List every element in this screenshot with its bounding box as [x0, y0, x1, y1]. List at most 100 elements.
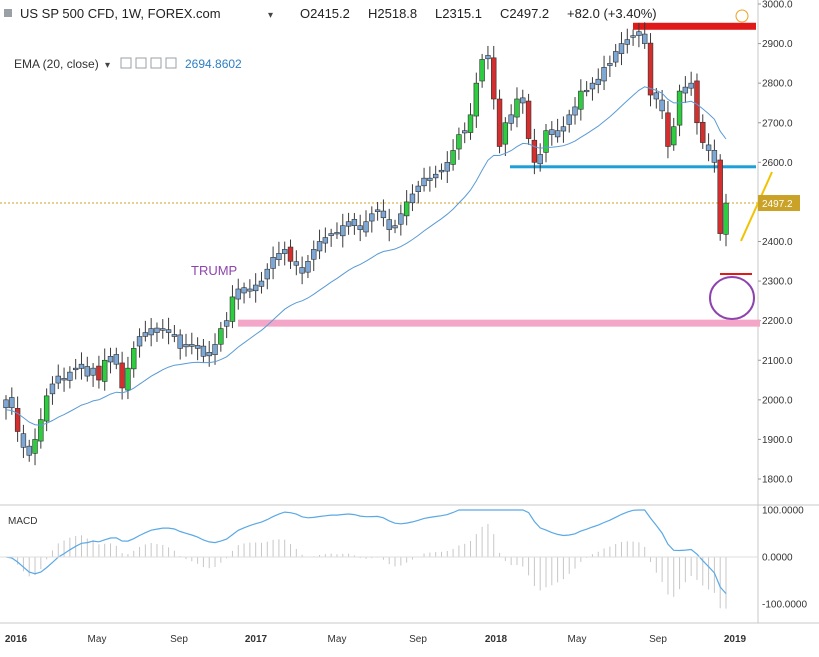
macd-line	[5, 509, 727, 594]
candle-body	[3, 399, 9, 409]
candle-body	[160, 328, 166, 331]
candle-body	[514, 98, 520, 118]
close-icon[interactable]	[165, 57, 177, 69]
candle-body	[531, 139, 538, 163]
candle-body	[142, 332, 149, 337]
candle-body	[688, 82, 694, 89]
source-icon[interactable]	[150, 57, 162, 69]
x-tick-label: 2016	[5, 634, 28, 645]
x-tick-label: Sep	[409, 634, 427, 645]
candle-body	[113, 354, 120, 365]
x-tick-label: 2018	[485, 634, 508, 645]
candle-body	[432, 173, 439, 179]
candle-body	[682, 86, 689, 94]
candle-body	[293, 261, 300, 266]
candle-body	[194, 345, 201, 349]
candle-body	[653, 92, 660, 100]
candle-body	[427, 177, 433, 181]
candle-body	[270, 257, 276, 269]
y-tick-label: 2200.0	[762, 316, 793, 327]
candle-body	[351, 219, 358, 226]
candle-body	[357, 225, 363, 230]
macd-histogram	[11, 523, 727, 609]
ema-value: 2694.8602	[185, 57, 242, 71]
x-tick-label: Sep	[170, 634, 188, 645]
candle-body	[241, 287, 247, 294]
settings-icon[interactable]	[135, 57, 147, 69]
candle-body	[322, 237, 329, 244]
y-tick-label: 2900.0	[762, 39, 793, 50]
candlestick-series	[3, 22, 729, 466]
candle-body	[409, 193, 416, 204]
candle-body	[363, 221, 369, 233]
alert-icon[interactable]	[735, 9, 749, 23]
candle-body	[508, 114, 514, 124]
x-tick-label: May	[328, 634, 347, 645]
candle-body	[717, 159, 723, 234]
chevron-down-icon[interactable]: ▾	[268, 10, 273, 21]
candle-body	[369, 213, 375, 222]
candle-body	[543, 130, 549, 153]
ema-line	[5, 86, 727, 426]
candle-body	[642, 33, 648, 44]
candle-body	[456, 134, 462, 150]
candle-body	[49, 383, 56, 395]
candle-body	[102, 359, 108, 382]
candle-body	[595, 78, 601, 85]
candle-body	[415, 185, 421, 192]
candle-body	[386, 219, 392, 230]
candle-body	[96, 365, 102, 381]
y-tick-label: 2100.0	[762, 356, 793, 367]
candle-body	[67, 371, 73, 381]
candle-body	[206, 352, 212, 357]
candle-body	[72, 367, 79, 371]
candle-body	[119, 362, 125, 389]
candle-body	[43, 395, 50, 422]
symbol-title[interactable]: US SP 500 CFD, 1W, FOREX.com	[20, 6, 221, 21]
candle-body	[38, 419, 44, 442]
eye-icon[interactable]	[120, 57, 132, 69]
candle-body	[9, 397, 15, 409]
ohlc-open: O2415.2	[300, 6, 350, 21]
candle-body	[479, 59, 485, 82]
candle-body	[560, 126, 567, 132]
candle-body	[183, 344, 189, 348]
candle-body	[84, 366, 90, 377]
trend-line-yellow	[740, 171, 773, 242]
candle-body	[20, 433, 27, 448]
candle-body	[700, 121, 706, 143]
collapse-icon[interactable]	[4, 9, 12, 17]
annotation-trump: TRUMP	[191, 263, 237, 278]
x-tick-label: 2017	[245, 634, 268, 645]
candle-body	[554, 130, 561, 138]
candle-body	[676, 90, 683, 126]
candle-body	[223, 320, 230, 327]
candle-body	[665, 112, 671, 147]
candle-body	[334, 232, 340, 235]
candle-body	[421, 177, 427, 187]
candle-body	[578, 90, 584, 110]
y-tick-label: 2000.0	[762, 395, 793, 406]
candle-body	[485, 55, 491, 60]
macd-axis-ticks: 100.0000 0.0000 -100.0000	[762, 506, 807, 611]
candle-body	[154, 327, 160, 333]
candle-body	[55, 375, 61, 384]
candle-body	[61, 378, 67, 381]
candle-body	[247, 288, 253, 292]
candle-body	[392, 225, 398, 229]
chevron-down-icon[interactable]: ▾	[105, 60, 110, 71]
candle-body	[235, 288, 241, 300]
candle-body	[264, 268, 270, 280]
y-tick-label: 3000.0	[762, 0, 793, 11]
candle-body	[601, 67, 607, 82]
x-tick-label: 2019	[724, 634, 747, 645]
support-line-pink	[238, 319, 760, 327]
candle-body	[258, 280, 265, 287]
candle-body	[723, 202, 729, 235]
candle-body	[537, 154, 543, 165]
candle-body	[624, 39, 630, 45]
candle-body	[671, 126, 677, 146]
x-axis-ticks: 2016 May Sep 2017 May Sep 2018 May Sep 2019	[5, 634, 747, 645]
